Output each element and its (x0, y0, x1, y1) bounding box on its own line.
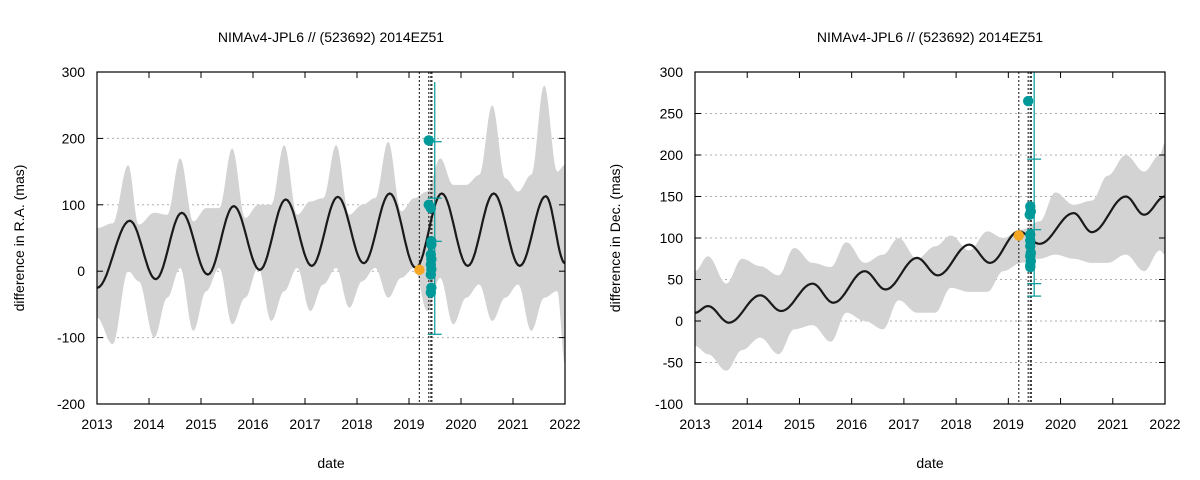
plot-frame (96, 71, 566, 405)
x-tick-label: 2021 (1097, 416, 1128, 432)
x-tick-label: 2013 (81, 416, 112, 432)
y-tick-label: 0 (675, 313, 683, 329)
x-tick-label: 2014 (133, 416, 164, 432)
observation-point (425, 269, 437, 280)
y-tick-label: -100 (655, 396, 683, 412)
observation-point (425, 202, 437, 214)
x-tick-label: 2016 (836, 416, 867, 432)
x-tick-label: 2021 (497, 416, 528, 432)
x-tick-label: 2017 (888, 416, 919, 432)
x-tick-label: 2018 (341, 416, 372, 432)
y-tick-label: 200 (660, 147, 684, 163)
y-tick-label: 100 (62, 197, 86, 213)
observation-point (426, 239, 437, 250)
gaia-point (414, 264, 425, 276)
plot-area (97, 72, 565, 404)
y-tick-label: 100 (660, 230, 684, 246)
x-tick-label: 2015 (185, 416, 216, 432)
model-difference-line (97, 192, 565, 289)
x-tick-label: 2020 (445, 416, 476, 432)
y-tick-label: 200 (62, 130, 86, 146)
y-tick-label: 250 (660, 106, 684, 122)
x-tick-label: 2016 (237, 416, 268, 432)
x-axis-label: date (916, 455, 943, 471)
x-tick-label: 2022 (549, 416, 580, 432)
x-tick-label: 2014 (732, 416, 763, 432)
x-tick-label: 2015 (784, 416, 815, 432)
x-tick-label: 2013 (679, 416, 710, 432)
ra-chart: 2013 2014 2015 2016 2017 2018 2019 2020 2021 2022… (11, 29, 581, 471)
observation-point (1024, 209, 1035, 220)
model-difference-line (695, 195, 1165, 324)
y-tick-label: 50 (667, 272, 683, 288)
x-tick-label: 2022 (1149, 416, 1180, 432)
observation-point (1025, 261, 1036, 273)
y-tick-label: -50 (663, 355, 683, 371)
x-tick-label: 2019 (393, 416, 424, 432)
chart-title: NIMAv4-JPL6 // (523692) 2014EZ51 (817, 29, 1043, 45)
y-tick-label: 300 (62, 64, 86, 80)
uncertainty-band (695, 142, 1165, 371)
observation-point (1022, 95, 1034, 107)
y-tick-label: -200 (57, 396, 85, 412)
y-tick-label: 150 (660, 189, 684, 205)
plot-area (695, 72, 1165, 404)
dec-chart: 2013 2014 2015 2016 2017 2018 2019 2020 2021 2022… (607, 29, 1181, 471)
observation-point (423, 135, 434, 146)
y-tick-label: 0 (77, 263, 85, 279)
y-tick-label: 300 (660, 64, 684, 80)
uncertainty-band (97, 85, 565, 365)
gaia-point (1013, 230, 1024, 241)
observation-point (425, 287, 437, 298)
x-tick-label: 2018 (941, 416, 972, 432)
y-tick-label: -100 (57, 330, 85, 346)
x-axis-label: date (317, 455, 344, 471)
chart-title: NIMAv4-JPL6 // (523692) 2014EZ51 (218, 29, 444, 45)
x-tick-label: 2019 (993, 416, 1024, 432)
y-axis-label: difference in Dec. (mas) (607, 164, 623, 312)
y-axis-label: difference in R.A. (mas) (11, 165, 27, 312)
x-tick-label: 2017 (289, 416, 320, 432)
x-tick-label: 2020 (1045, 416, 1076, 432)
